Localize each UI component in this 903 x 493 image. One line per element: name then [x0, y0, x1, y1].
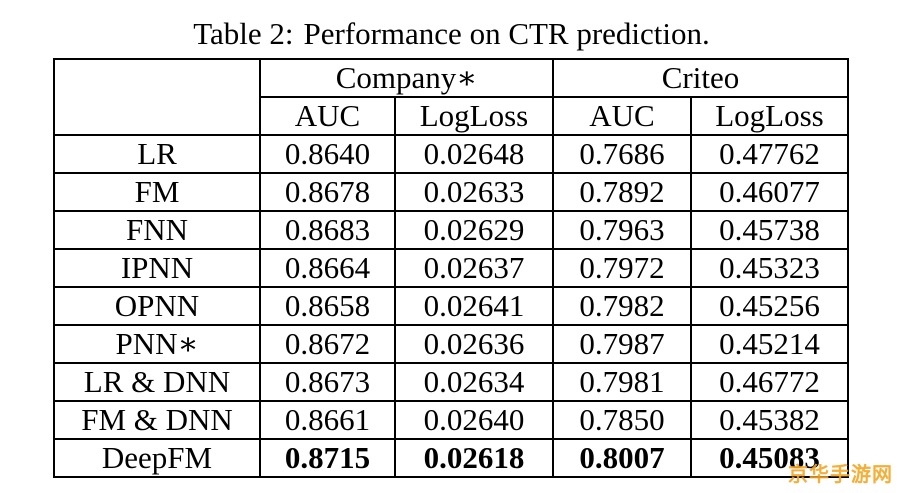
table-row: FM 0.8678 0.02633 0.7892 0.46077 [53, 172, 849, 212]
metric-value-cell: 0.02641 [394, 286, 554, 326]
model-name-cell: LR & DNN [53, 362, 261, 402]
metric-value-cell: 0.02636 [394, 324, 554, 364]
metric-value-cell: 0.45256 [690, 286, 849, 326]
model-name-cell: OPNN [53, 286, 261, 326]
table-caption: Table 2: Performance on CTR prediction. [0, 14, 903, 54]
metric-value-cell: 0.02629 [394, 210, 554, 250]
metric-value-cell: 0.7982 [552, 286, 692, 326]
header-blank-cell [53, 58, 261, 136]
model-name-cell: IPNN [53, 248, 261, 288]
model-name-cell: FNN [53, 210, 261, 250]
model-name-cell: LR [53, 134, 261, 174]
metric-value-cell: 0.45323 [690, 248, 849, 288]
performance-table: Company∗ Criteo AUC LogLoss AUC LogLoss … [53, 58, 849, 478]
metric-value-cell: 0.8658 [259, 286, 396, 326]
table-row: PNN∗ 0.8672 0.02636 0.7987 0.45214 [53, 324, 849, 364]
model-name-cell: FM & DNN [53, 400, 261, 440]
metric-value-cell: 0.8007 [552, 438, 692, 478]
metric-value-cell: 0.45738 [690, 210, 849, 250]
caption-text: Performance on CTR prediction. [303, 16, 710, 51]
header-metric-cell: AUC [552, 96, 692, 136]
metric-value-cell: 0.02637 [394, 248, 554, 288]
metric-value-cell: 0.7892 [552, 172, 692, 212]
model-name-cell: FM [53, 172, 261, 212]
metric-value-cell: 0.02648 [394, 134, 554, 174]
header-row-groups: Company∗ Criteo [53, 58, 849, 136]
metric-value-cell: 0.02634 [394, 362, 554, 402]
model-name-cell: DeepFM [53, 438, 261, 478]
table-row: IPNN 0.8664 0.02637 0.7972 0.45323 [53, 248, 849, 288]
metric-value-cell: 0.7987 [552, 324, 692, 364]
metric-value-cell: 0.8640 [259, 134, 396, 174]
metric-value-cell: 0.7981 [552, 362, 692, 402]
metric-value-cell: 0.7963 [552, 210, 692, 250]
metric-value-cell: 0.02633 [394, 172, 554, 212]
table-row: LR 0.8640 0.02648 0.7686 0.47762 [53, 134, 849, 174]
watermark-logo: 京华手游网 [788, 462, 893, 486]
header-group-company: Company∗ [259, 58, 554, 98]
metric-value-cell: 0.02618 [394, 438, 554, 478]
header-metric-cell: LogLoss [690, 96, 849, 136]
metric-value-cell: 0.8683 [259, 210, 396, 250]
metric-value-cell: 0.7686 [552, 134, 692, 174]
table-row: OPNN 0.8658 0.02641 0.7982 0.45256 [53, 286, 849, 326]
header-metric-cell: AUC [259, 96, 396, 136]
model-name-cell: PNN∗ [53, 324, 261, 364]
table-row: DeepFM 0.8715 0.02618 0.8007 0.45083 [53, 438, 849, 478]
caption-label: Table 2: [193, 16, 294, 51]
table-row: FM & DNN 0.8661 0.02640 0.7850 0.45382 [53, 400, 849, 440]
metric-value-cell: 0.8672 [259, 324, 396, 364]
table-row: LR & DNN 0.8673 0.02634 0.7981 0.46772 [53, 362, 849, 402]
metric-value-cell: 0.45083 [690, 438, 849, 478]
table-row: FNN 0.8683 0.02629 0.7963 0.45738 [53, 210, 849, 250]
metric-value-cell: 0.7850 [552, 400, 692, 440]
metric-value-cell: 0.46077 [690, 172, 849, 212]
metric-value-cell: 0.7972 [552, 248, 692, 288]
metric-value-cell: 0.8673 [259, 362, 396, 402]
metric-value-cell: 0.46772 [690, 362, 849, 402]
metric-value-cell: 0.8678 [259, 172, 396, 212]
metric-value-cell: 0.45214 [690, 324, 849, 364]
metric-value-cell: 0.02640 [394, 400, 554, 440]
metric-value-cell: 0.8664 [259, 248, 396, 288]
header-metric-cell: LogLoss [394, 96, 554, 136]
metric-value-cell: 0.45382 [690, 400, 849, 440]
metric-value-cell: 0.47762 [690, 134, 849, 174]
metric-value-cell: 0.8661 [259, 400, 396, 440]
table-body: Company∗ Criteo AUC LogLoss AUC LogLoss … [53, 58, 849, 478]
metric-value-cell: 0.8715 [259, 438, 396, 478]
header-group-criteo: Criteo [552, 58, 849, 98]
header-row-metrics: AUC LogLoss AUC LogLoss [54, 96, 849, 136]
